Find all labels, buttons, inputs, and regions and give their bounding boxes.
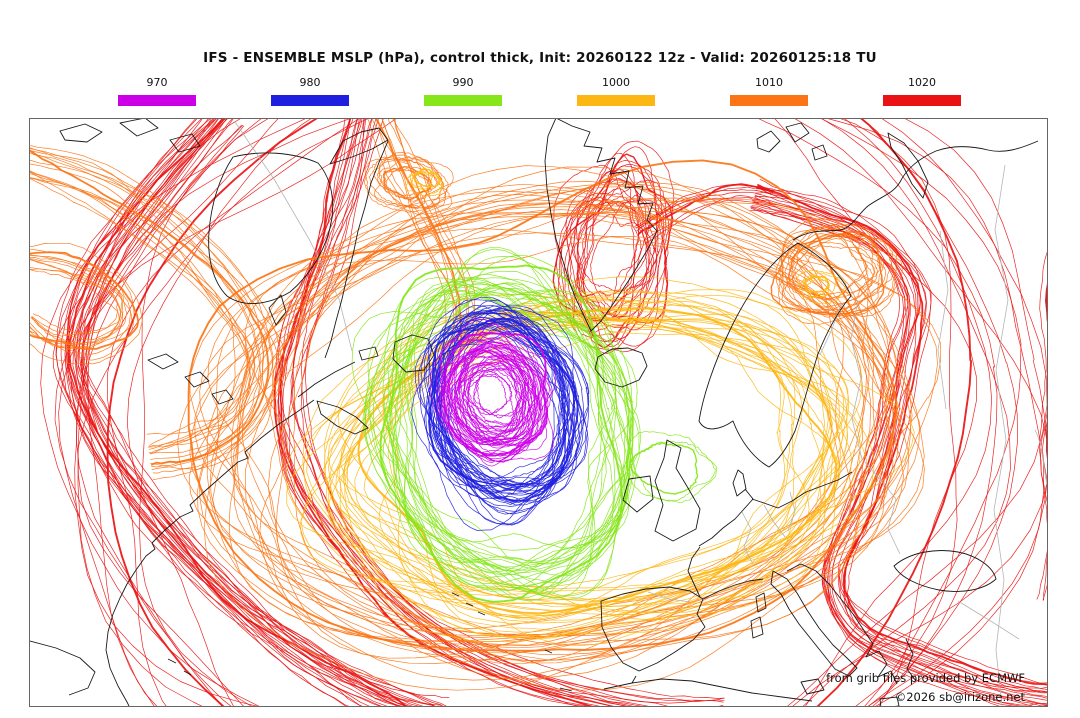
legend-swatch	[730, 95, 808, 106]
pressure-legend: 970 980 990 1000 1010 1020	[118, 76, 961, 106]
legend-label: 1020	[908, 76, 936, 89]
legend-label: 1010	[755, 76, 783, 89]
legend-label: 1000	[602, 76, 630, 89]
contour-level-970	[429, 318, 557, 467]
legend-swatch	[577, 95, 655, 106]
legend-item-1000: 1000	[577, 76, 655, 106]
coastlines-layer	[30, 119, 1039, 706]
legend-item-1010: 1010	[730, 76, 808, 106]
attribution-copyright: ©2026 sb@irizone.net	[894, 690, 1025, 704]
legend-label: 990	[452, 76, 474, 89]
legend-swatch	[271, 95, 349, 106]
legend-item-990: 990	[424, 76, 502, 106]
chart-title: IFS - ENSEMBLE MSLP (hPa), control thick…	[203, 50, 877, 66]
ensemble-contours-layer	[30, 119, 1047, 706]
legend-item-1020: 1020	[883, 76, 961, 106]
legend-swatch	[883, 95, 961, 106]
legend-swatch	[118, 95, 196, 106]
map-frame	[29, 118, 1048, 707]
country-borders-layer	[234, 121, 1047, 706]
attribution-ecmwf: from grib files provided by ECMWF	[826, 671, 1025, 685]
legend-item-980: 980	[271, 76, 349, 106]
legend-label: 980	[299, 76, 321, 89]
contour-level-1010	[30, 119, 941, 691]
contour-level-1000	[285, 167, 915, 646]
legend-swatch	[424, 95, 502, 106]
legend-label: 970	[146, 76, 168, 89]
legend-item-970: 970	[118, 76, 196, 106]
